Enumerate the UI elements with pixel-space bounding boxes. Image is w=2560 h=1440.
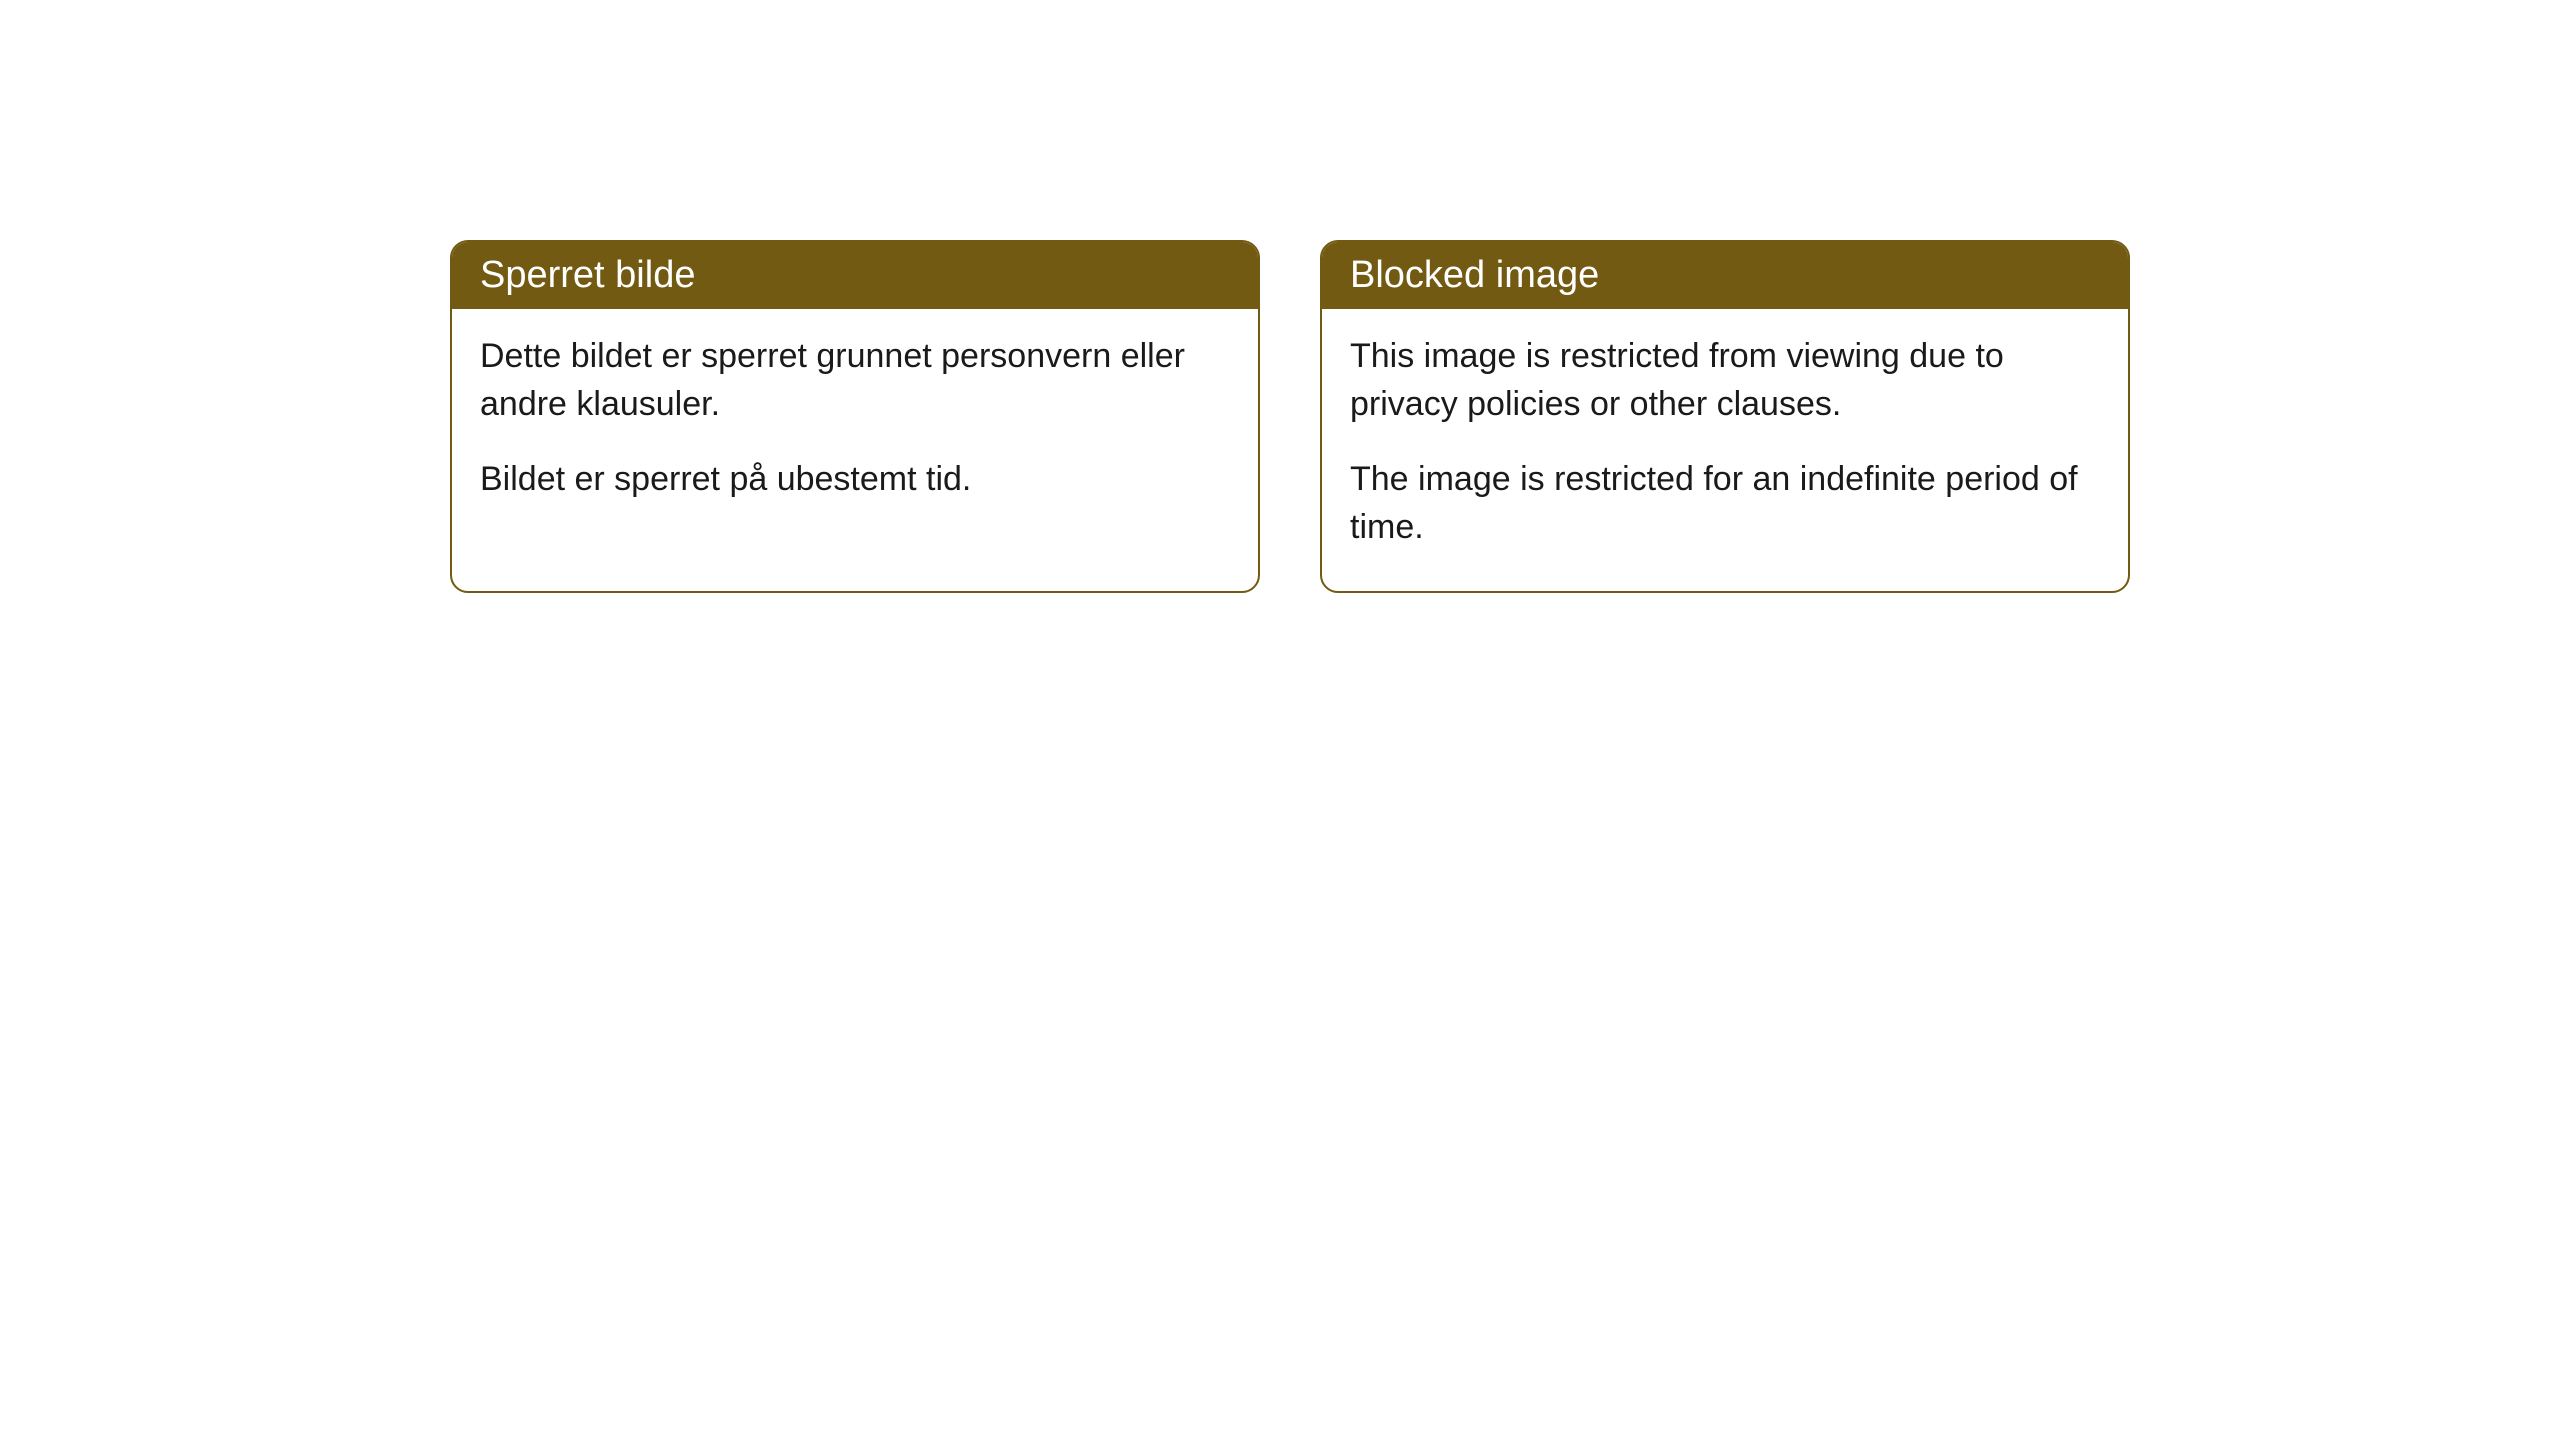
card-header-en: Blocked image xyxy=(1322,242,2128,309)
card-text-no-1: Dette bildet er sperret grunnet personve… xyxy=(480,333,1230,428)
blocked-image-card-no: Sperret bilde Dette bildet er sperret gr… xyxy=(450,240,1260,593)
blocked-image-card-en: Blocked image This image is restricted f… xyxy=(1320,240,2130,593)
notice-container: Sperret bilde Dette bildet er sperret gr… xyxy=(450,240,2130,593)
card-header-no: Sperret bilde xyxy=(452,242,1258,309)
card-text-en-1: This image is restricted from viewing du… xyxy=(1350,333,2100,428)
card-text-en-2: The image is restricted for an indefinit… xyxy=(1350,456,2100,551)
card-body-en: This image is restricted from viewing du… xyxy=(1322,309,2128,591)
card-text-no-2: Bildet er sperret på ubestemt tid. xyxy=(480,456,1230,504)
card-body-no: Dette bildet er sperret grunnet personve… xyxy=(452,309,1258,544)
